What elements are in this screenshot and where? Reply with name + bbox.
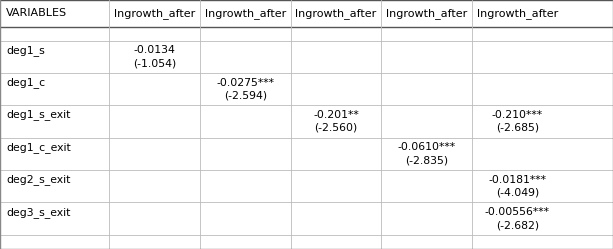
Text: lngrowth_after: lngrowth_after: [114, 8, 195, 19]
Text: deg1_c_exit: deg1_c_exit: [6, 142, 71, 153]
Text: deg2_s_exit: deg2_s_exit: [6, 174, 70, 185]
Text: -0.210***: -0.210***: [492, 110, 543, 120]
Text: (-1.054): (-1.054): [133, 58, 176, 68]
Text: -0.0134: -0.0134: [134, 45, 175, 55]
Text: VARIABLES: VARIABLES: [6, 8, 67, 18]
Text: lngrowth_after: lngrowth_after: [477, 8, 558, 19]
Text: -0.00556***: -0.00556***: [485, 207, 550, 217]
Text: lngrowth_after: lngrowth_after: [386, 8, 467, 19]
Text: (-2.835): (-2.835): [405, 155, 448, 165]
Text: (-2.560): (-2.560): [314, 123, 357, 133]
Text: lngrowth_after: lngrowth_after: [295, 8, 376, 19]
Text: deg1_c: deg1_c: [6, 77, 45, 88]
Text: deg1_s: deg1_s: [6, 45, 45, 56]
Text: deg1_s_exit: deg1_s_exit: [6, 110, 70, 121]
Text: -0.201**: -0.201**: [313, 110, 359, 120]
Text: deg3_s_exit: deg3_s_exit: [6, 207, 70, 218]
Text: -0.0181***: -0.0181***: [489, 175, 546, 185]
Text: (-4.049): (-4.049): [496, 188, 539, 198]
Text: (-2.594): (-2.594): [224, 91, 267, 101]
Text: -0.0610***: -0.0610***: [398, 142, 455, 152]
Text: (-2.682): (-2.682): [496, 220, 539, 230]
Text: (-2.685): (-2.685): [496, 123, 539, 133]
Text: lngrowth_after: lngrowth_after: [205, 8, 286, 19]
Text: -0.0275***: -0.0275***: [216, 78, 274, 88]
